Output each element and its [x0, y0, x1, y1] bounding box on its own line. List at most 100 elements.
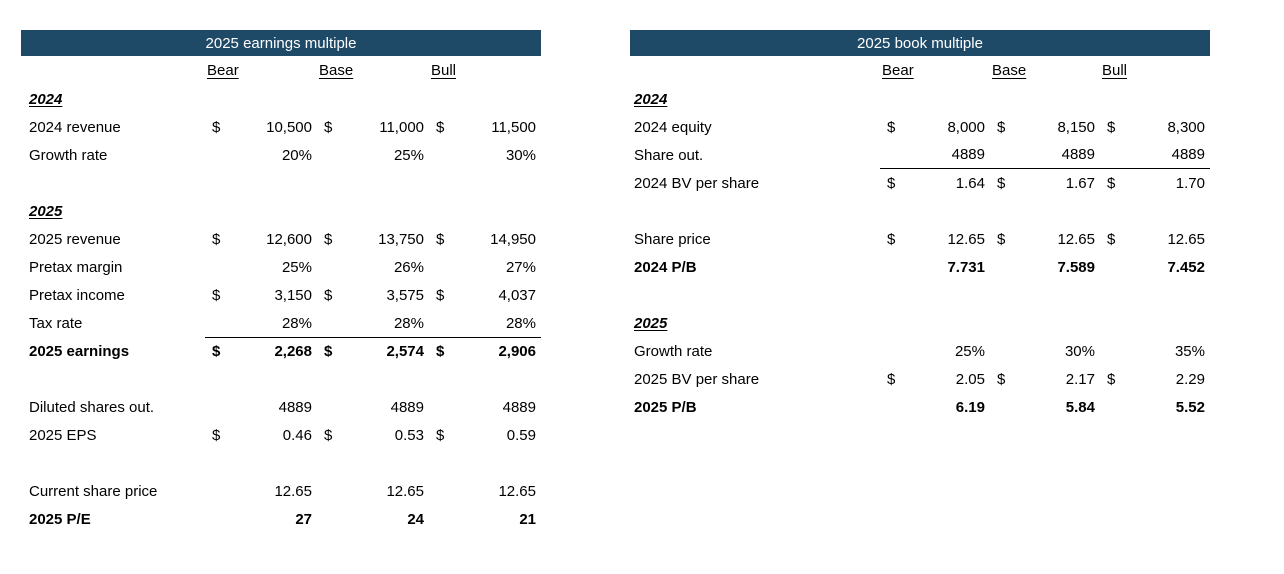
cell-base: 4889	[990, 141, 1100, 169]
column-header-bull: Bull	[431, 62, 457, 79]
currency-symbol: $	[212, 343, 221, 360]
column-header-bear: Bear	[882, 62, 914, 79]
cell-base	[317, 85, 429, 113]
book-multiple-table: 2025 book multiple Bear Base Bull 2024 20…	[630, 30, 1210, 421]
cell-base: $12.65	[990, 225, 1100, 253]
cell-base: $8,150	[990, 113, 1100, 141]
earnings-multiple-table: 2025 earnings multiple Bear Base Bull 20…	[21, 30, 541, 533]
cell-value: 2.29	[1175, 370, 1205, 388]
currency-symbol: $	[324, 343, 333, 360]
cell-value: 26%	[393, 258, 424, 276]
cell-bull: 12.65	[429, 477, 541, 505]
cell-value: 12.65	[947, 230, 985, 248]
cell-value: 10,500	[266, 118, 312, 136]
currency-symbol: $	[887, 174, 896, 192]
column-header-bull: Bull	[1102, 62, 1128, 79]
cell-value: 25%	[281, 258, 312, 276]
row-label: 2025 revenue	[29, 230, 121, 248]
cell-value: 4,037	[498, 286, 536, 304]
cell-value: 2.17	[1065, 370, 1095, 388]
cell-value: 0.46	[282, 426, 312, 444]
table-row: 2025 EPS $0.46 $0.53 $0.59	[21, 421, 541, 449]
currency-symbol: $	[1107, 370, 1116, 388]
cell-base	[317, 197, 429, 225]
cell-bear: $0.46	[205, 421, 317, 449]
cell-value: 8,000	[947, 118, 985, 136]
cell-bear: 28%	[205, 309, 317, 337]
cell-value: 8,300	[1167, 118, 1205, 136]
currency-symbol: $	[212, 426, 221, 444]
cell-base: $13,750	[317, 225, 429, 253]
cell-value: 1.70	[1175, 174, 1205, 192]
cell-bear	[205, 197, 317, 225]
row-label: Pretax margin	[29, 258, 123, 276]
cell-value: 4889	[390, 398, 424, 416]
cell-value: 27	[295, 510, 312, 528]
blank-row	[630, 281, 1210, 309]
table-row: 2025 BV per share $2.05 $2.17 $2.29	[630, 365, 1210, 393]
cell-bear	[880, 309, 990, 337]
cell-value: 2,268	[274, 343, 312, 360]
table-row: Share out. 4889 4889 4889	[630, 141, 1210, 169]
currency-symbol: $	[324, 286, 333, 304]
table-row: 2024 BV per share $1.64 $1.67 $1.70	[630, 169, 1210, 197]
cell-value: 5.84	[1065, 398, 1095, 416]
cell-base: 12.65	[317, 477, 429, 505]
cell-value: 27%	[505, 258, 536, 276]
cell-bear	[880, 85, 990, 113]
cell-bull: $2.29	[1100, 365, 1210, 393]
blank-row	[21, 365, 541, 393]
cell-value: 2,906	[498, 343, 536, 360]
cell-value: 30%	[505, 146, 536, 164]
cell-bull: 27%	[429, 253, 541, 281]
cell-value: 7.589	[1057, 258, 1095, 276]
cell-bear: 27	[205, 505, 317, 533]
row-label: Share out.	[634, 146, 704, 164]
currency-symbol: $	[887, 118, 896, 136]
cell-value: 21	[519, 510, 536, 528]
cell-base: 26%	[317, 253, 429, 281]
cell-bear: 25%	[205, 253, 317, 281]
cell-bull	[429, 85, 541, 113]
currency-symbol: $	[436, 343, 445, 360]
cell-bear: $8,000	[880, 113, 990, 141]
cell-base: 25%	[317, 141, 429, 169]
cell-bear: 6.19	[880, 393, 990, 421]
currency-symbol: $	[1107, 118, 1116, 136]
cell-value: 35%	[1174, 342, 1205, 360]
cell-base: 5.84	[990, 393, 1100, 421]
cell-value: 4889	[278, 398, 312, 416]
currency-symbol: $	[212, 286, 221, 304]
cell-bull	[1100, 309, 1210, 337]
cell-value: 5.52	[1175, 398, 1205, 416]
currency-symbol: $	[324, 230, 333, 248]
cell-bull: 28%	[429, 309, 541, 337]
table-row: Pretax income $3,150 $3,575 $4,037	[21, 281, 541, 309]
cell-base: 28%	[317, 309, 429, 337]
row-label: Growth rate	[634, 342, 713, 360]
table-row: 2025 earnings $2,268 $2,574 $2,906	[21, 337, 541, 365]
table-row: Pretax margin 25% 26% 27%	[21, 253, 541, 281]
row-label: 2025 BV per share	[634, 370, 760, 388]
currency-symbol: $	[212, 118, 221, 136]
currency-symbol: $	[1107, 230, 1116, 248]
cell-value: 28%	[281, 314, 312, 332]
row-label: 2024 P/B	[634, 258, 697, 276]
currency-symbol: $	[436, 286, 445, 304]
table-row: 2025 P/B 6.19 5.84 5.52	[630, 393, 1210, 421]
cell-bull: 30%	[429, 141, 541, 169]
cell-base: $3,575	[317, 281, 429, 309]
cell-bear: $12,600	[205, 225, 317, 253]
cell-bull: 35%	[1100, 337, 1210, 365]
section-row: 2025	[630, 309, 1210, 337]
currency-symbol: $	[1107, 174, 1116, 192]
cell-value: 8,150	[1057, 118, 1095, 136]
cell-bear: $2,268	[205, 337, 317, 365]
cell-value: 7.452	[1167, 258, 1205, 276]
cell-value: 0.53	[394, 426, 424, 444]
currency-symbol: $	[887, 370, 896, 388]
cell-bull	[429, 197, 541, 225]
row-label: 2025 EPS	[29, 426, 97, 444]
table-row: 2025 revenue $12,600 $13,750 $14,950	[21, 225, 541, 253]
cell-bull: 4889	[429, 393, 541, 421]
